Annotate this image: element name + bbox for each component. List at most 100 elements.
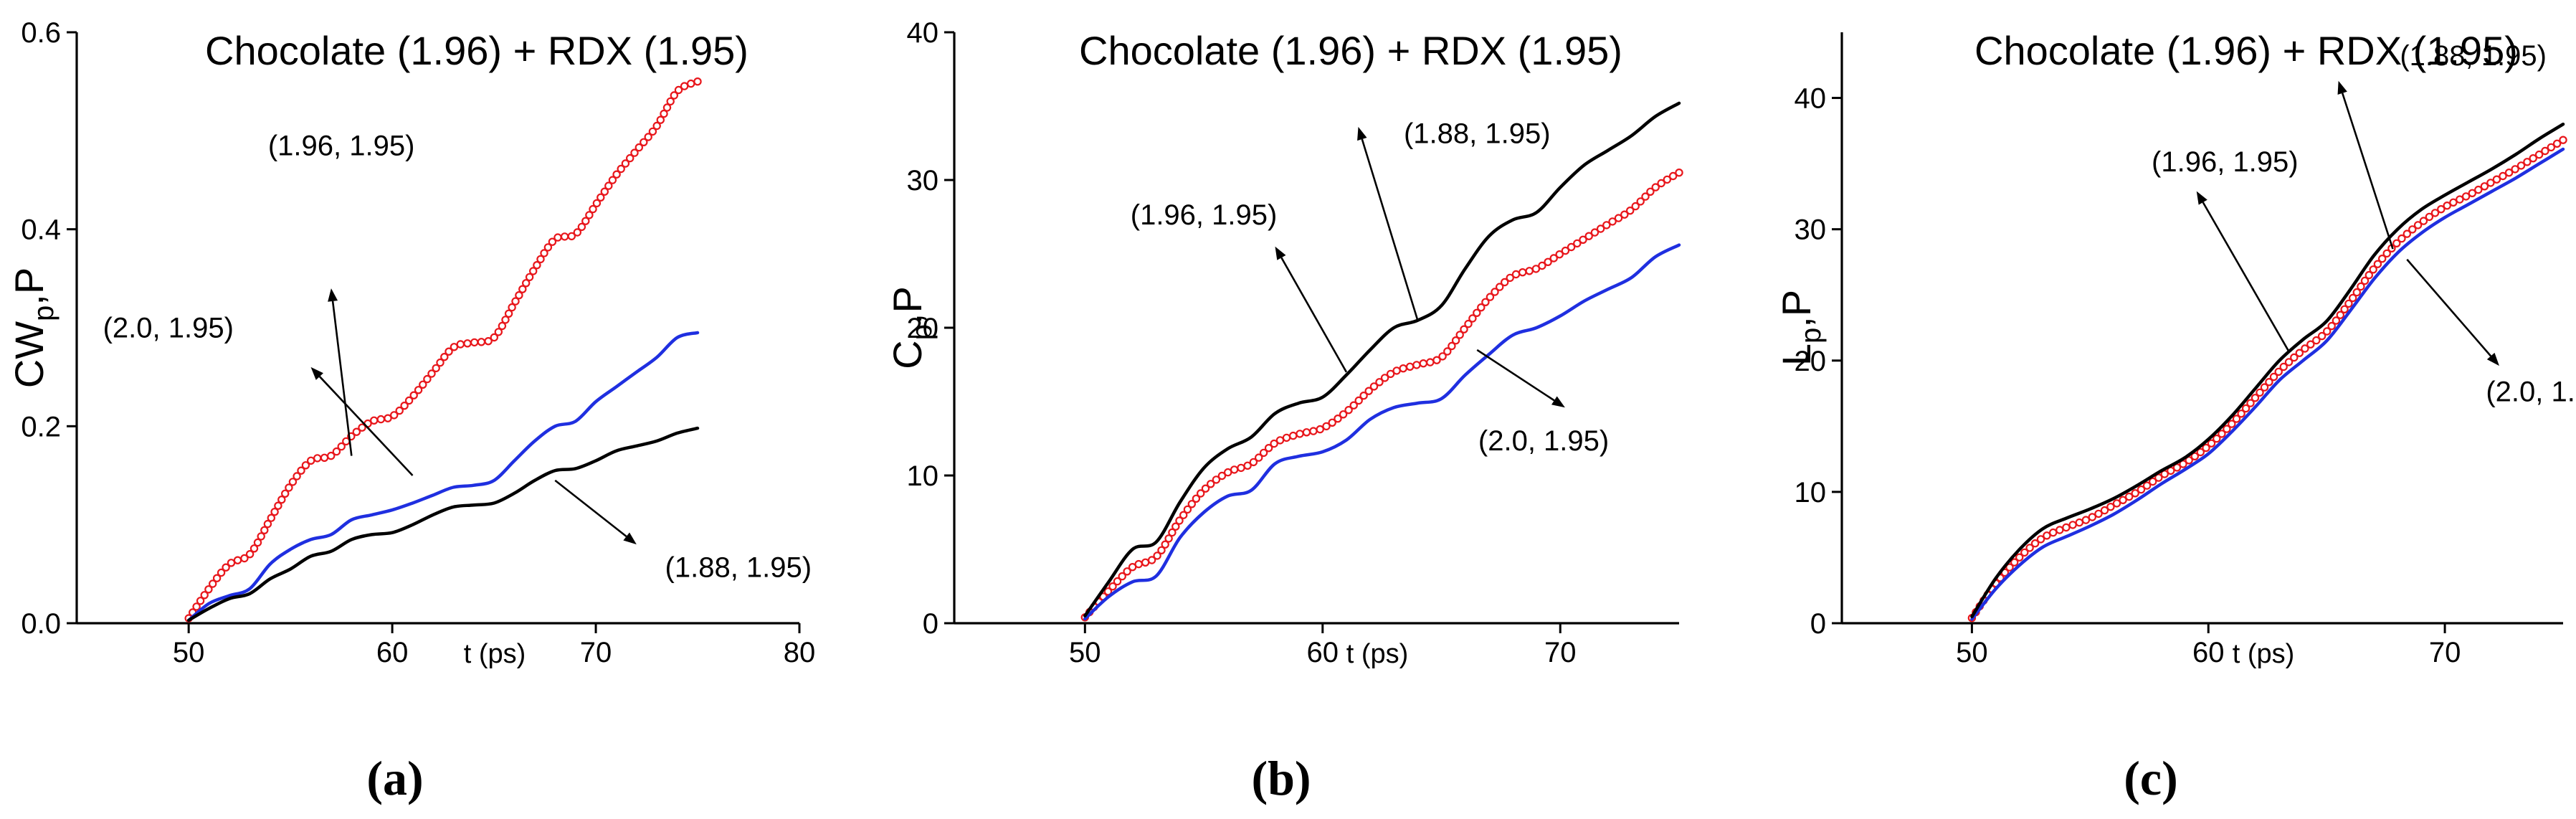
panel-c-marker-1.96-1.95: [2322, 327, 2332, 336]
panel-a-marker-1.96-1.95: [414, 386, 423, 394]
panel-a-marker-1.96-1.95: [525, 273, 534, 282]
panel-c-marker-1.96-1.95: [2397, 234, 2406, 243]
panel-c-marker-1.96-1.95: [2015, 553, 2024, 562]
panel-b-marker-1.96-1.95: [1451, 336, 1460, 345]
panel-a-marker-1.96-1.95: [270, 508, 279, 516]
panel-a-marker-1.96-1.95: [536, 255, 545, 264]
panel-a-marker-1.96-1.95: [419, 380, 427, 389]
panel-c-marker-1.96-1.95: [2005, 563, 2014, 572]
panel-b-marker-1.96-1.95: [1614, 214, 1623, 222]
panel-b-marker-1.96-1.95: [1573, 239, 1582, 248]
panel-c-marker-1.96-1.95: [2020, 548, 2029, 557]
panel-a-marker-1.96-1.95: [529, 267, 538, 275]
panel-a-arrow-2.0-1.95: [318, 376, 414, 476]
panel-b-marker-1.96-1.95: [1438, 352, 1447, 361]
panel-a-marker-1.96-1.95: [553, 233, 562, 242]
panel-c-marker-1.96-1.95: [2265, 378, 2273, 387]
panel-c-ytick-label: 40: [1795, 83, 1827, 115]
panel-b-marker-1.96-1.95: [1561, 246, 1570, 255]
panel-a-marker-1.96-1.95: [260, 526, 269, 535]
panel-c-marker-1.96-1.95: [2443, 202, 2451, 210]
panel-a-marker-1.96-1.95: [450, 343, 459, 351]
panel-a-marker-1.96-1.95: [384, 414, 392, 422]
panel-c-marker-1.96-1.95: [2499, 171, 2507, 181]
panel-a-arrowhead-1.96-1.95: [328, 288, 338, 302]
panel-b-marker-1.96-1.95: [1259, 448, 1268, 458]
panel-b-annotation-1.88-1.95: (1.88, 1.95): [1404, 118, 1551, 150]
panel-b-marker-1.96-1.95: [1380, 374, 1389, 382]
panel-c-marker-1.96-1.95: [2413, 221, 2423, 229]
panel-b-marker-1.96-1.95: [1608, 217, 1617, 226]
panel-a-marker-1.96-1.95: [589, 204, 597, 214]
panel-b-marker-1.96-1.95: [1596, 224, 1605, 233]
panel-b-marker-1.96-1.95: [1196, 489, 1205, 498]
panel-b-arrow-1.96-1.95: [1280, 257, 1348, 373]
panel-c-marker-1.96-1.95: [2237, 410, 2245, 418]
panel-b-marker-1.96-1.95: [1354, 396, 1363, 405]
panel-a-marker-1.96-1.95: [293, 472, 301, 480]
panel-a-xtick-label: 60: [376, 637, 409, 668]
panel-c-marker-1.96-1.95: [2010, 558, 2019, 567]
panel-b-annotation-2.0-1.95: (2.0, 1.95): [1478, 425, 1609, 457]
panel-c-marker-1.96-1.95: [2055, 526, 2064, 534]
panel-b-ytick-label: 10: [907, 460, 939, 492]
panel-a-marker-1.96-1.95: [432, 364, 440, 373]
panel-a-marker-1.96-1.95: [227, 559, 236, 567]
panel-a-xtick-label: 80: [784, 637, 816, 668]
panel-b-marker-1.96-1.95: [1153, 551, 1161, 560]
panel-c-marker-1.96-1.95: [2196, 448, 2205, 457]
panel-b-marker-1.96-1.95: [1375, 378, 1384, 387]
panel-c-ytick-label: 20: [1795, 346, 1827, 377]
panel-a-marker-1.96-1.95: [666, 97, 675, 106]
panel-c-marker-1.96-1.95: [2094, 509, 2103, 519]
panel-a-arrowhead-2.0-1.95: [310, 366, 323, 380]
panel-a-ytick-label: 0.6: [21, 17, 61, 49]
panel-a-marker-1.96-1.95: [511, 297, 520, 306]
panel-a-marker-1.96-1.95: [470, 338, 479, 347]
panel-a-marker-1.96-1.95: [567, 232, 576, 241]
panel-c-marker-1.96-1.95: [2480, 182, 2489, 191]
panel-c-xtick-label: 50: [1956, 637, 1988, 668]
panel-a-marker-1.96-1.95: [267, 513, 275, 522]
panel-b-marker-1.96-1.95: [1113, 577, 1122, 586]
panel-a-marker-1.96-1.95: [277, 496, 286, 504]
panel-b-marker-1.96-1.95: [1128, 563, 1137, 572]
panel-c-marker-1.96-1.95: [2218, 430, 2226, 438]
panel-b-marker-1.96-1.95: [1118, 572, 1126, 581]
panel-b-marker-1.96-1.95: [1486, 293, 1495, 301]
panel-c-ytick-label: 10: [1795, 477, 1827, 508]
panel-c-marker-1.96-1.95: [2529, 153, 2537, 163]
panel-c-marker-1.96-1.95: [2425, 212, 2434, 222]
panel-c-marker-1.96-1.95: [2260, 383, 2269, 392]
panel-c-marker-1.96-1.95: [2279, 362, 2288, 371]
panel-b-marker-1.96-1.95: [1302, 428, 1311, 437]
panel-c-arrow-1.88-1.95: [2341, 93, 2394, 250]
panel-c-marker-1.96-1.95: [2241, 404, 2251, 413]
panel-c-marker-1.96-1.95: [2437, 205, 2446, 214]
panel-b-marker-1.96-1.95: [1183, 505, 1192, 514]
panel-b-series-2.0-1.95: [1083, 243, 1681, 621]
panel-b-marker-1.96-1.95: [1369, 382, 1379, 391]
panel-c-marker-1.96-1.95: [2131, 489, 2139, 498]
panel-a-marker-1.96-1.95: [400, 402, 409, 410]
panel-c-marker-1.96-1.95: [2468, 189, 2476, 197]
panel-a-marker-1.96-1.95: [604, 181, 613, 190]
panel-a-marker-1.96-1.95: [395, 406, 404, 415]
panel-c-arrowhead-1.88-1.95: [2337, 80, 2347, 95]
panel-a-marker-1.96-1.95: [320, 453, 329, 463]
panel-b-marker-1.96-1.95: [1147, 556, 1156, 564]
panel-b-arrowhead-1.96-1.95: [1275, 246, 1286, 260]
panel-b-marker-1.96-1.95: [1448, 341, 1456, 351]
panel-b-marker-1.96-1.95: [1636, 197, 1645, 206]
panel-a-marker-1.96-1.95: [281, 489, 290, 498]
panel-c-marker-1.96-1.95: [2274, 367, 2283, 377]
panel-b-marker-1.96-1.95: [1584, 232, 1593, 240]
panel-a-marker-1.96-1.95: [680, 82, 689, 90]
panel-b-marker-1.96-1.95: [1322, 422, 1331, 431]
panel-c-ytick-label: 0: [1810, 608, 1826, 640]
panel-a-marker-1.96-1.95: [285, 483, 293, 492]
panel-b-marker-1.96-1.95: [1296, 430, 1304, 438]
panel-c-marker-1.96-1.95: [2523, 158, 2532, 166]
panel-a-marker-1.96-1.95: [204, 585, 213, 594]
panel-a-marker-1.96-1.95: [508, 303, 516, 312]
